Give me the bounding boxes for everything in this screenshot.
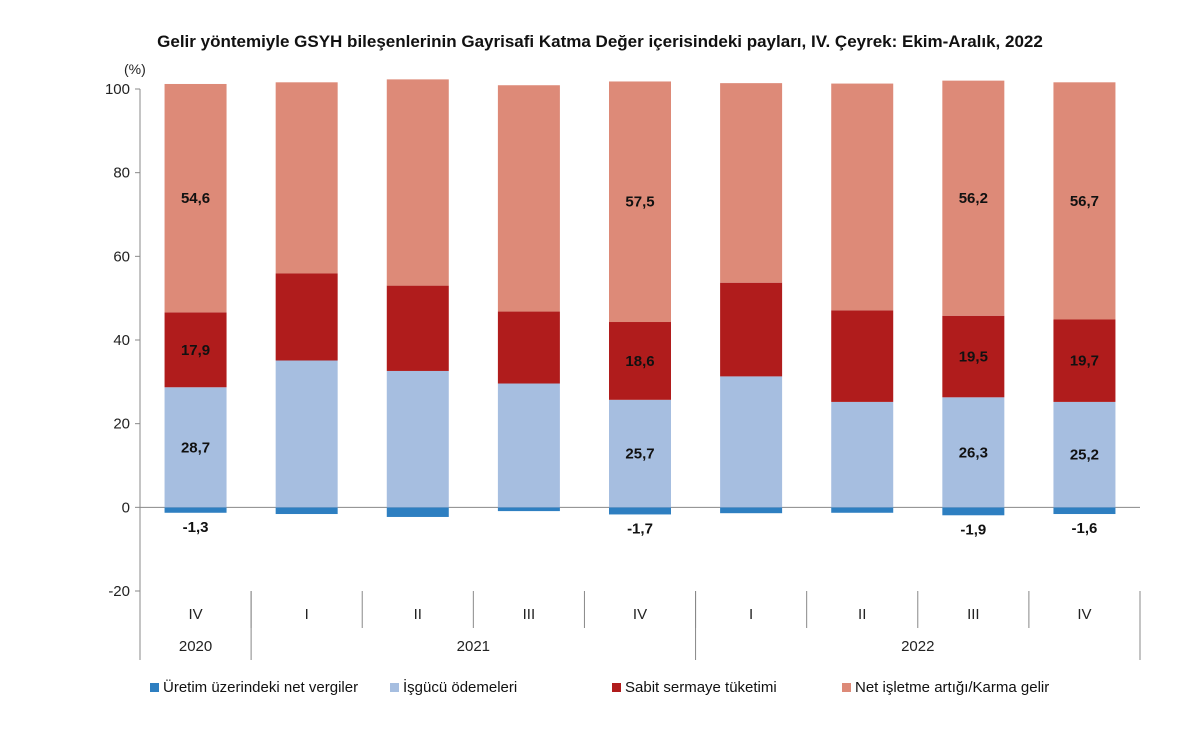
bar-segment bbox=[720, 507, 783, 514]
y-tick-label: 0 bbox=[122, 499, 130, 516]
x-category-label: III bbox=[967, 606, 980, 623]
bar-segment bbox=[720, 282, 783, 377]
y-axis-unit-label: (%) bbox=[124, 61, 146, 77]
data-label: 19,5 bbox=[959, 349, 988, 366]
data-label: 19,7 bbox=[1070, 353, 1099, 370]
data-label: -1,7 bbox=[627, 520, 653, 537]
chart-title: Gelir yöntemiyle GSYH bileşenlerinin Gay… bbox=[157, 32, 1043, 51]
y-tick-label: 80 bbox=[113, 165, 130, 182]
y-tick-label: 100 bbox=[105, 81, 130, 98]
data-label: 26,3 bbox=[959, 444, 988, 461]
legend-label: İşgücü ödemeleri bbox=[403, 678, 517, 696]
legend-swatch bbox=[150, 683, 159, 692]
bar-segment bbox=[1053, 82, 1116, 320]
bar-segment bbox=[164, 387, 227, 508]
bar-segment bbox=[1053, 507, 1116, 515]
bar-segment bbox=[386, 370, 449, 508]
legend-label: Üretim üzerindeki net vergiler bbox=[163, 678, 358, 696]
bar-segment bbox=[609, 399, 671, 508]
x-year-label: 2022 bbox=[901, 638, 934, 655]
bar-segment bbox=[942, 397, 1005, 508]
bar-segment bbox=[497, 85, 560, 312]
bar-segment bbox=[609, 322, 671, 400]
bar-segment bbox=[831, 401, 894, 508]
x-category-label: I bbox=[305, 606, 309, 623]
y-tick-label: 20 bbox=[113, 416, 130, 433]
bar-segment bbox=[164, 312, 227, 388]
legend: Üretim üzerindeki net vergiler İşgücü öde… bbox=[150, 678, 1049, 696]
data-label: 28,7 bbox=[181, 439, 210, 456]
x-category-label: II bbox=[414, 606, 422, 623]
y-tick-label: 60 bbox=[113, 248, 130, 265]
bar-segment bbox=[497, 311, 560, 384]
bar-segment bbox=[942, 80, 1005, 316]
data-label: 25,7 bbox=[625, 446, 654, 463]
x-category-label: III bbox=[523, 606, 536, 623]
x-category-label: IV bbox=[188, 606, 202, 623]
legend-swatch bbox=[612, 683, 621, 692]
x-category-label: IV bbox=[633, 606, 647, 623]
x-category-label: II bbox=[858, 606, 866, 623]
bar-segment bbox=[831, 507, 894, 513]
bar-segment bbox=[164, 83, 227, 313]
data-label: 18,6 bbox=[625, 353, 654, 370]
bar-segment bbox=[386, 79, 449, 286]
data-label: 54,6 bbox=[181, 190, 210, 207]
data-label: -1,9 bbox=[960, 521, 986, 538]
bar-segment bbox=[386, 507, 449, 517]
data-label: 25,2 bbox=[1070, 447, 1099, 464]
bar-segment bbox=[386, 285, 449, 371]
bar-segment bbox=[720, 376, 783, 508]
bar-segment bbox=[831, 310, 894, 402]
x-category-label: I bbox=[749, 606, 753, 623]
bar-segment bbox=[609, 507, 671, 515]
bar-segment bbox=[1053, 401, 1116, 508]
bar-segment bbox=[275, 507, 338, 515]
y-tick-label: 40 bbox=[113, 332, 130, 349]
bar-segment bbox=[497, 507, 560, 512]
data-label: 17,9 bbox=[181, 342, 210, 359]
data-label: -1,3 bbox=[183, 519, 209, 536]
bar-segment bbox=[942, 507, 1005, 516]
bar-segment bbox=[164, 507, 227, 513]
data-label: 56,7 bbox=[1070, 193, 1099, 210]
data-label: -1,6 bbox=[1072, 520, 1098, 537]
y-tick-label: -20 bbox=[108, 583, 130, 600]
x-category-label: IV bbox=[1077, 606, 1091, 623]
bar-segment bbox=[609, 81, 671, 323]
bar-segment bbox=[720, 83, 783, 283]
data-label: 57,5 bbox=[625, 194, 654, 211]
bar-segment bbox=[275, 360, 338, 508]
data-label: 56,2 bbox=[959, 190, 988, 207]
bar-segment bbox=[942, 315, 1005, 398]
bar-segment bbox=[275, 82, 338, 274]
legend-swatch bbox=[842, 683, 851, 692]
legend-label: Net işletme artığı/Karma gelir bbox=[855, 679, 1049, 696]
legend-label: Sabit sermaye tüketimi bbox=[625, 679, 777, 696]
bar-segment bbox=[497, 383, 560, 508]
bar-segment bbox=[275, 273, 338, 361]
bar-segment bbox=[831, 83, 894, 311]
legend-swatch bbox=[390, 683, 399, 692]
x-year-label: 2021 bbox=[457, 638, 490, 655]
plot-area: 100 80 60 40 20 0 -20 54,6 57,5 56,2 56,7 17,9 18,6 1… bbox=[105, 79, 1141, 660]
bar-segment bbox=[1053, 319, 1116, 402]
x-year-label: 2020 bbox=[179, 638, 212, 655]
